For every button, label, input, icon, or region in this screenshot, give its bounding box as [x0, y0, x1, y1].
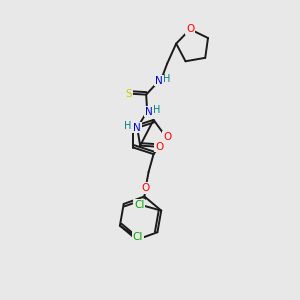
Text: O: O [163, 132, 171, 142]
Text: H: H [154, 105, 161, 115]
Text: N: N [133, 123, 141, 133]
Text: O: O [141, 183, 150, 193]
Text: Cl: Cl [133, 232, 143, 242]
Text: O: O [186, 24, 194, 34]
Text: Cl: Cl [134, 200, 144, 210]
Text: H: H [164, 74, 171, 84]
Text: S: S [126, 88, 133, 99]
Text: H: H [124, 121, 132, 130]
Text: N: N [155, 76, 163, 85]
Text: O: O [155, 142, 163, 152]
Text: N: N [145, 106, 153, 117]
